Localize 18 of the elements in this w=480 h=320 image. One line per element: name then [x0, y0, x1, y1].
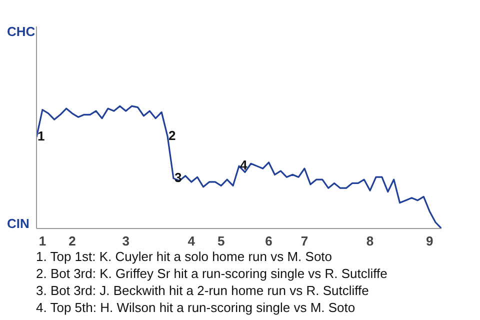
annotation: 4	[240, 158, 248, 173]
text: CHC	[7, 23, 36, 41]
annotation: 2	[168, 128, 176, 143]
x-tick-label: 6	[265, 234, 272, 248]
x-tick-label: 1	[38, 234, 46, 248]
x-tick-label: 5	[218, 234, 225, 248]
text: 2. Bot 3rd: K. Griffey Sr hit a run-scoring single vs R. Sutcliffe	[36, 266, 388, 281]
x-tick-label: 2	[68, 234, 76, 248]
x-tick-label: 7	[300, 234, 308, 248]
x-tick-label: 3	[122, 234, 130, 248]
x-tick-label: 4	[188, 234, 196, 248]
text: 4. Top 5th: H. Wilson hit a run-scoring single vs M. Soto	[36, 300, 356, 315]
text: CIN	[7, 215, 30, 233]
x-tick-label: 8	[366, 234, 374, 248]
text: 1. Top 1st: K. Cuyler hit a solo home run vs M. Soto	[36, 249, 332, 264]
annotation: 1	[38, 128, 45, 144]
x-tick-label: 9	[426, 234, 434, 248]
text: 3. Bot 3rd: J. Beckwith hit a 2-run home run vs R. Sutcliffe	[36, 283, 369, 298]
